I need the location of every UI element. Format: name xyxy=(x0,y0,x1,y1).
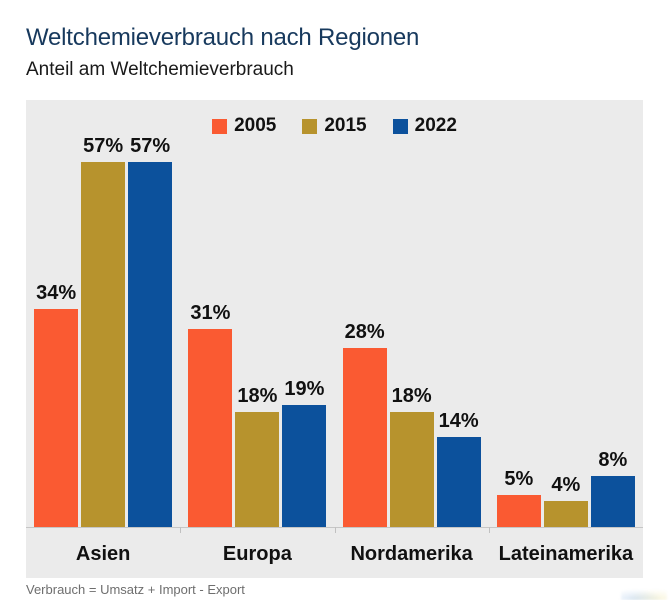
bar-group-lateinamerika: 5% 4% 8% xyxy=(489,100,643,527)
bar-europa-2005 xyxy=(188,328,233,527)
bar-lateinamerika-2022 xyxy=(590,475,635,527)
footnote: Verbrauch = Umsatz + Import - Export xyxy=(26,582,245,597)
category-label-europa: Europa xyxy=(222,543,292,565)
bar-asien-2005 xyxy=(34,309,79,527)
bar-cell-nordamerika-2005: 28% xyxy=(342,320,387,527)
bar-value-nordamerika-2005: 28% xyxy=(344,320,385,343)
bar-value-asien-2022: 57% xyxy=(130,135,171,158)
bar-cell-europa-2005: 31% xyxy=(188,301,233,527)
bar-cell-nordamerika-2015: 18% xyxy=(389,384,434,527)
bar-cell-asien-2022: 57% xyxy=(128,135,173,527)
bar-value-asien-2015: 57% xyxy=(83,135,124,158)
bar-cell-lateinamerika-2022: 8% xyxy=(590,448,635,527)
bar-nordamerika-2005 xyxy=(342,347,387,527)
bar-value-europa-2015: 18% xyxy=(237,384,278,407)
category-labels: Asien Europa Nordamerika Lateinamerika xyxy=(26,543,643,573)
bar-value-nordamerika-2015: 18% xyxy=(391,384,432,407)
bar-cell-asien-2015: 57% xyxy=(81,135,126,527)
legend-swatch-2015 xyxy=(302,118,318,134)
chart-panel: 2005 2015 2022 34% 57% 57% 31% 18% 19% 28% 18% 14%… xyxy=(26,100,643,578)
legend-item-2022: 2022 xyxy=(392,115,457,137)
legend-label-2022: 2022 xyxy=(414,115,457,136)
bar-cell-asien-2005: 34% xyxy=(34,282,79,527)
legend-item-2005: 2005 xyxy=(212,115,276,137)
bar-nordamerika-2022 xyxy=(436,437,481,527)
axis-tick-2 xyxy=(334,527,336,533)
bar-group-europa: 31% 18% 19% xyxy=(180,100,334,527)
bar-value-lateinamerika-2015: 4% xyxy=(551,474,581,497)
bar-asien-2015 xyxy=(81,162,126,527)
bar-cell-lateinamerika-2015: 4% xyxy=(543,474,588,527)
axis-tick-3 xyxy=(488,527,490,533)
category-label-nordamerika: Nordamerika xyxy=(350,543,473,565)
legend-swatch-2022 xyxy=(392,118,408,134)
bar-cell-lateinamerika-2005: 5% xyxy=(496,468,541,527)
legend-item-2015: 2015 xyxy=(302,115,367,137)
bar-value-lateinamerika-2005: 5% xyxy=(504,468,534,490)
bar-asien-2022 xyxy=(128,162,173,527)
bar-group-asien: 34% 57% 57% xyxy=(26,100,180,527)
bar-value-asien-2005: 34% xyxy=(36,282,77,305)
bar-value-lateinamerika-2022: 8% xyxy=(598,448,628,471)
bar-lateinamerika-2015 xyxy=(543,501,588,527)
bar-value-nordamerika-2022: 14% xyxy=(438,410,479,433)
bar-nordamerika-2015 xyxy=(389,411,434,527)
bar-value-europa-2022: 19% xyxy=(284,378,325,401)
legend-swatch-2005 xyxy=(212,118,228,134)
category-label-lateinamerika: Lateinamerika xyxy=(498,543,634,565)
chart-header: Weltchemieverbrauch nach Regionen Anteil… xyxy=(26,24,646,82)
bar-lateinamerika-2005 xyxy=(496,495,541,527)
bar-cell-nordamerika-2022: 14% xyxy=(436,410,481,527)
bar-group-nordamerika: 28% 18% 14% xyxy=(335,100,489,527)
page-title: Weltchemieverbrauch nach Regionen xyxy=(26,24,420,51)
bar-europa-2022 xyxy=(282,405,327,527)
page-subtitle: Anteil am Weltchemieverbrauch xyxy=(26,58,294,80)
legend-label-2015: 2015 xyxy=(324,115,367,136)
bar-cell-europa-2022: 19% xyxy=(282,378,327,527)
logo-fragment xyxy=(621,587,667,600)
axis-tick-1 xyxy=(180,527,182,533)
category-label-asien: Asien xyxy=(75,543,131,565)
plot-area: 34% 57% 57% 31% 18% 19% 28% 18% 14% 5% 4% 8% xyxy=(26,100,643,527)
bar-cell-europa-2015: 18% xyxy=(235,384,280,527)
chart-legend: 2005 2015 2022 xyxy=(26,115,643,137)
legend-label-2005: 2005 xyxy=(234,115,277,136)
bar-europa-2015 xyxy=(235,411,280,527)
bar-value-europa-2005: 31% xyxy=(190,301,231,324)
